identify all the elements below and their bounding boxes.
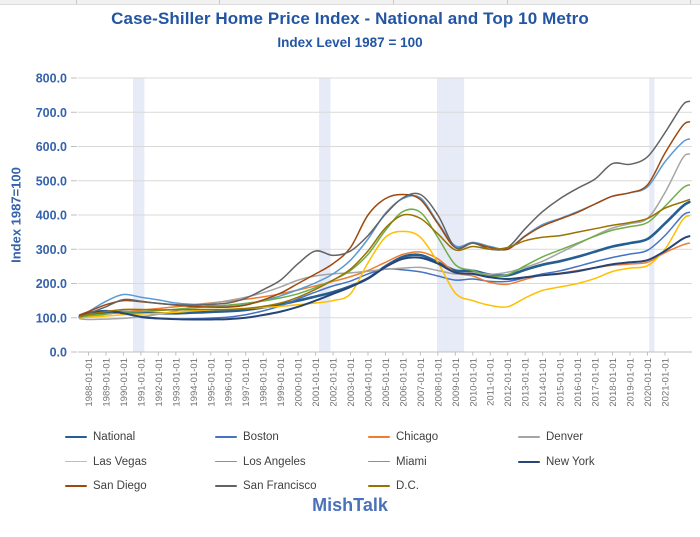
y-tick-label: 600.0	[36, 140, 67, 154]
y-tick-label: 200.0	[36, 277, 67, 291]
legend-swatch-new-york	[518, 460, 540, 463]
y-axis-title: Index 1987=100	[8, 167, 24, 263]
y-tick-label: 700.0	[36, 106, 67, 120]
legend-item-miami: Miami	[368, 455, 427, 469]
x-tick-label: 1993-01-01	[171, 358, 182, 407]
x-tick-label: 1992-01-01	[154, 358, 165, 407]
legend-label: New York	[546, 455, 595, 468]
y-tick-label: 0.0	[50, 346, 67, 360]
legend-swatch-miami	[368, 460, 390, 463]
x-tick-label: 2007-01-01	[416, 358, 427, 407]
x-tick-label: 1996-01-01	[224, 358, 235, 407]
legend-label: D.C.	[396, 480, 419, 492]
x-tick-label: 2009-01-01	[451, 358, 462, 407]
legend-item-los-angeles: Los Angeles	[215, 455, 306, 469]
series-line-new-york	[78, 235, 691, 321]
column-separator-artifact	[393, 0, 394, 4]
legend-label: San Francisco	[243, 480, 317, 492]
x-tick-label: 2021-01-01	[660, 358, 671, 407]
legend-swatch-d-c	[368, 485, 390, 487]
x-tick-label: 1998-01-01	[259, 358, 270, 407]
x-tick-label: 2006-01-01	[398, 358, 409, 407]
column-separator-artifact	[76, 0, 77, 4]
x-tick-label: 2017-01-01	[591, 358, 602, 407]
x-tick-label: 2002-01-01	[329, 358, 340, 407]
chart-title: Case-Shiller Home Price Index - National…	[111, 9, 589, 28]
x-tick-label: 1989-01-01	[101, 358, 112, 407]
x-tick-label: 2016-01-01	[573, 358, 584, 407]
legend-swatch-denver	[518, 436, 540, 438]
x-tick-label: 1994-01-01	[189, 358, 200, 407]
x-tick-label: 2012-01-01	[503, 358, 514, 407]
x-tick-label: 2020-01-01	[643, 358, 654, 407]
legend-label: Miami	[396, 455, 427, 468]
legend-swatch-los-angeles	[215, 460, 237, 463]
x-tick-label: 2013-01-01	[521, 358, 532, 407]
legend-item-national: National	[65, 430, 135, 444]
legend-swatch-boston	[215, 436, 237, 438]
legend-label: Las Vegas	[93, 455, 147, 468]
legend-label: Denver	[546, 431, 584, 443]
legend-label: Chicago	[396, 431, 439, 443]
legend-swatch-las-vegas	[65, 460, 87, 463]
x-tick-label: 2005-01-01	[381, 358, 392, 407]
legend-label: San Diego	[93, 480, 147, 492]
legend-item-chicago: Chicago	[368, 430, 438, 444]
x-tick-label: 2018-01-01	[608, 358, 619, 407]
series-line-san-francisco	[78, 100, 691, 318]
x-tick-label: 1997-01-01	[241, 358, 252, 407]
x-tick-label: 2003-01-01	[346, 358, 357, 407]
legend-item-denver: Denver	[518, 430, 583, 444]
column-separator-artifact	[219, 0, 220, 4]
x-tick-label: 1991-01-01	[136, 358, 147, 407]
legend-item-boston: Boston	[215, 430, 279, 444]
legend-label: Los Angeles	[243, 455, 306, 468]
x-tick-label: 1990-01-01	[119, 358, 130, 407]
legend-item-san-diego: San Diego	[65, 479, 147, 493]
x-tick-label: 1988-01-01	[84, 358, 95, 407]
x-tick-label: 2004-01-01	[363, 358, 374, 407]
y-tick-label: 800.0	[36, 72, 67, 86]
column-separator-artifact	[690, 0, 691, 4]
x-tick-label: 2014-01-01	[538, 358, 549, 407]
x-tick-label: 2000-01-01	[294, 358, 305, 407]
legend-swatch-san-francisco	[215, 485, 237, 487]
y-tick-label: 500.0	[36, 174, 67, 188]
legend-item-las-vegas: Las Vegas	[65, 455, 147, 469]
legend-label: National	[93, 431, 136, 443]
x-tick-label: 2011-01-01	[486, 358, 497, 406]
x-tick-label: 1995-01-01	[206, 358, 217, 407]
y-tick-label: 300.0	[36, 243, 67, 257]
column-separator-artifact	[507, 0, 508, 4]
legend-swatch-san-diego	[65, 485, 87, 487]
mishtalk-watermark: MishTalk	[312, 495, 388, 515]
legend-swatch-chicago	[368, 436, 390, 438]
x-tick-label: 2008-01-01	[433, 358, 444, 407]
x-tick-label: 2010-01-01	[468, 358, 479, 407]
series-line-san-diego	[78, 121, 691, 316]
series-line-d-c	[78, 198, 691, 318]
legend-item-new-york: New York	[518, 455, 595, 469]
legend-label: Boston	[243, 431, 279, 443]
y-tick-label: 400.0	[36, 209, 67, 223]
series-line-national	[78, 200, 691, 319]
legend-item-d-c: D.C.	[368, 479, 419, 493]
x-tick-label: 2019-01-01	[625, 358, 636, 407]
series-line-denver	[78, 153, 691, 321]
chart-subtitle: Index Level 1987 = 100	[277, 35, 423, 50]
x-tick-label: 2015-01-01	[556, 358, 567, 407]
series-line-las-vegas	[78, 214, 691, 319]
legend-swatch-national	[65, 435, 87, 439]
x-tick-label: 1999-01-01	[276, 358, 287, 407]
spreadsheet-edge-artifact	[0, 0, 700, 5]
x-tick-label: 2001-01-01	[311, 358, 322, 407]
y-tick-label: 100.0	[36, 311, 67, 325]
series-line-chicago	[78, 242, 691, 319]
legend-item-san-francisco: San Francisco	[215, 479, 317, 493]
